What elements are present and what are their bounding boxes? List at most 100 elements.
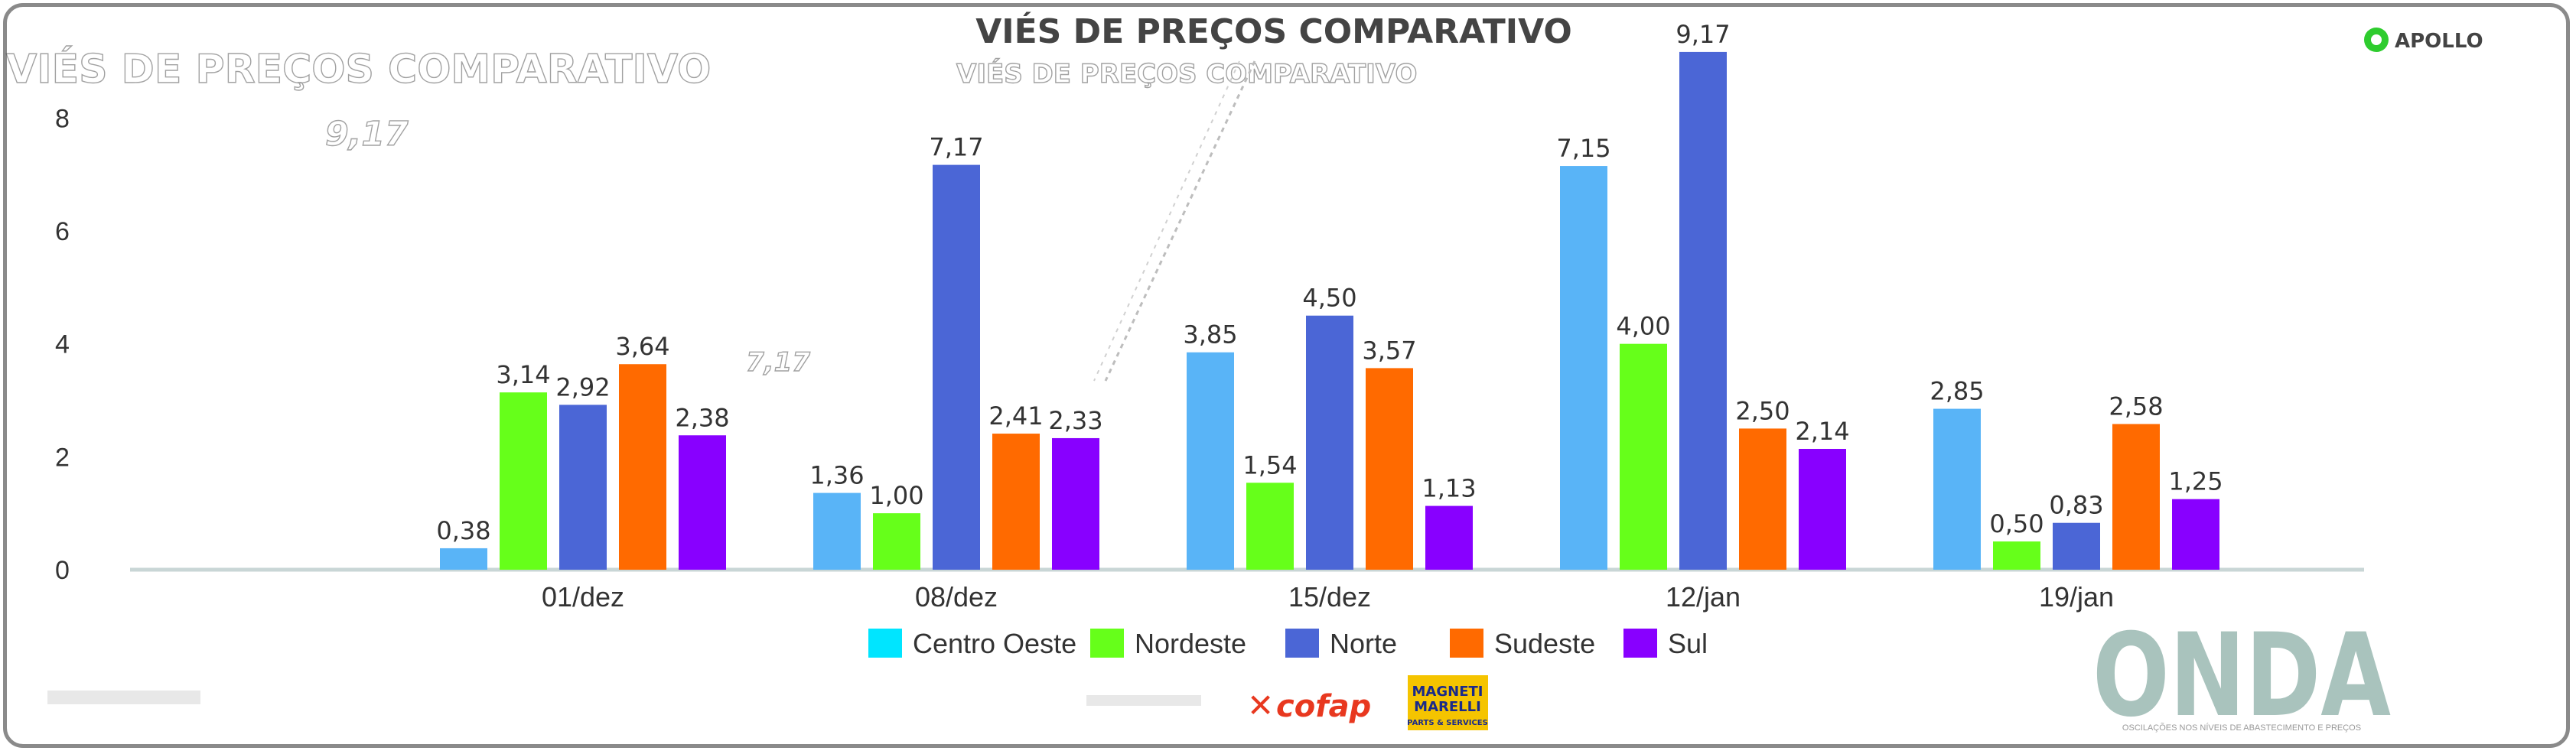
data-label: 4,50 — [1302, 284, 1356, 313]
bar — [1799, 448, 1846, 570]
bar — [1679, 51, 1727, 570]
data-label: 2,58 — [2109, 392, 2163, 421]
magneti-logo-bg — [1408, 675, 1488, 730]
y-tick-label: 8 — [55, 104, 70, 133]
bar — [813, 492, 861, 570]
bar — [2112, 424, 2160, 570]
bar — [1306, 315, 1353, 570]
ghost-line — [1104, 60, 1256, 382]
bar — [679, 435, 726, 570]
brand-logo-text: APOLLO — [2395, 30, 2483, 53]
bar — [440, 548, 487, 570]
ghost-text: VIÉS DE PREÇOS COMPARATIVO — [6, 46, 711, 93]
bar — [1739, 428, 1786, 570]
data-label: 7,17 — [929, 133, 983, 162]
legend-swatch — [1090, 629, 1124, 658]
data-label: 2,50 — [1735, 396, 1790, 425]
data-label: 2,33 — [1048, 406, 1102, 435]
legend-label: Centro Oeste — [913, 628, 1076, 659]
bar — [1187, 352, 1234, 570]
sponsor-note — [1086, 695, 1201, 706]
y-tick-label: 0 — [55, 556, 70, 585]
data-label: 4,00 — [1616, 312, 1670, 341]
data-label: 2,92 — [555, 372, 610, 401]
x-tick-label: 19/jan — [2039, 581, 2114, 613]
legend: Centro Oeste Nordeste Norte Sudeste Sul — [868, 628, 1708, 659]
ghost-artifacts: VIÉS DE PREÇOS COMPARATIVO VIÉS DE PREÇO… — [6, 46, 1418, 382]
bar — [619, 364, 666, 570]
brand-logo-icon-core — [2371, 34, 2382, 45]
source-note — [47, 691, 200, 704]
data-label: 2,41 — [988, 401, 1043, 431]
ghost-line — [1093, 60, 1240, 382]
bar — [1993, 541, 2040, 570]
bar — [1933, 408, 1981, 570]
cofap-logo-text: cofap — [1276, 689, 1371, 724]
onda-tagline: OSCILAÇÕES NOS NÍVEIS DE ABASTECIMENTO E… — [2122, 723, 2361, 733]
data-label: 1,00 — [869, 481, 923, 510]
data-label: 3,14 — [496, 360, 550, 389]
x-tick-label: 01/dez — [542, 581, 624, 613]
legend-label: Sul — [1668, 628, 1708, 659]
bar — [500, 392, 547, 570]
data-label: 0,83 — [2049, 491, 2103, 520]
bar — [1560, 166, 1607, 570]
bar — [1366, 368, 1413, 570]
data-label: 2,85 — [1930, 377, 1984, 406]
legend-label: Sudeste — [1494, 628, 1595, 659]
data-label: 7,15 — [1556, 134, 1610, 163]
magneti-logo-line3: PARTS & SERVICES — [1407, 719, 1488, 727]
y-tick-label: 6 — [55, 217, 70, 246]
bar — [992, 434, 1040, 570]
cofap-logo: ✕ cofap — [1247, 687, 1371, 724]
bar — [933, 164, 980, 570]
x-tick-label: 15/dez — [1288, 581, 1371, 613]
data-label: 3,85 — [1183, 320, 1237, 349]
data-label: 2,14 — [1795, 417, 1849, 446]
data-label: 9,17 — [1676, 20, 1730, 49]
bar — [1620, 343, 1667, 570]
data-label: 1,54 — [1242, 450, 1297, 479]
x-tick-label: 12/jan — [1666, 581, 1741, 613]
onda-logo: ONDA OSCILAÇÕES NOS NÍVEIS DE ABASTECIME… — [2092, 609, 2391, 743]
chart-title: VIÉS DE PREÇOS COMPARATIVO — [975, 11, 1572, 51]
bar — [1246, 483, 1294, 570]
bar — [2053, 522, 2100, 570]
bar — [2172, 499, 2219, 570]
y-tick-label: 4 — [55, 330, 70, 359]
bars — [440, 51, 2219, 570]
data-label: 0,50 — [1989, 509, 2044, 538]
ghost-text: 7,17 — [746, 347, 810, 378]
bar — [1425, 505, 1473, 570]
y-tick-label: 2 — [55, 443, 70, 472]
legend-swatch — [1450, 629, 1483, 658]
x-tick-label: 08/dez — [915, 581, 998, 613]
legend-swatch — [868, 629, 902, 658]
data-label: 3,57 — [1362, 336, 1416, 365]
cofap-logo-icon: ✕ — [1247, 687, 1274, 724]
data-label: 2,38 — [675, 403, 729, 432]
bar — [1052, 437, 1099, 570]
legend-swatch — [1623, 629, 1657, 658]
onda-logo-text: ONDA — [2092, 609, 2391, 743]
data-label: 0,38 — [436, 516, 490, 545]
legend-label: Nordeste — [1135, 628, 1246, 659]
y-axis: 0 2 4 6 8 — [55, 104, 70, 585]
magneti-logo-line1: MAGNETI — [1412, 684, 1483, 700]
magneti-logo-line2: MARELLI — [1414, 699, 1481, 715]
bar — [873, 513, 920, 570]
chart-frame — [3, 3, 2570, 748]
bar — [559, 405, 607, 570]
data-label: 1,25 — [2168, 467, 2223, 496]
magneti-marelli-logo: MAGNETI MARELLI PARTS & SERVICES — [1407, 675, 1488, 730]
data-labels: 0,38 3,14 2,923,64 2,38 1,361,00 7,17 2,41 2,33… — [436, 20, 2223, 545]
data-label: 3,64 — [615, 332, 669, 361]
legend-swatch — [1285, 629, 1319, 658]
data-label: 1,36 — [809, 461, 864, 490]
data-label: 1,13 — [1422, 474, 1476, 503]
x-axis: 01/dez 08/dez 15/dez 12/jan 19/jan — [542, 581, 2114, 613]
brand-logo: APOLLO — [2364, 28, 2483, 53]
legend-label: Norte — [1330, 628, 1397, 659]
ghost-text: VIÉS DE PREÇOS COMPARATIVO — [956, 58, 1417, 89]
ghost-text: 9,17 — [325, 115, 409, 154]
